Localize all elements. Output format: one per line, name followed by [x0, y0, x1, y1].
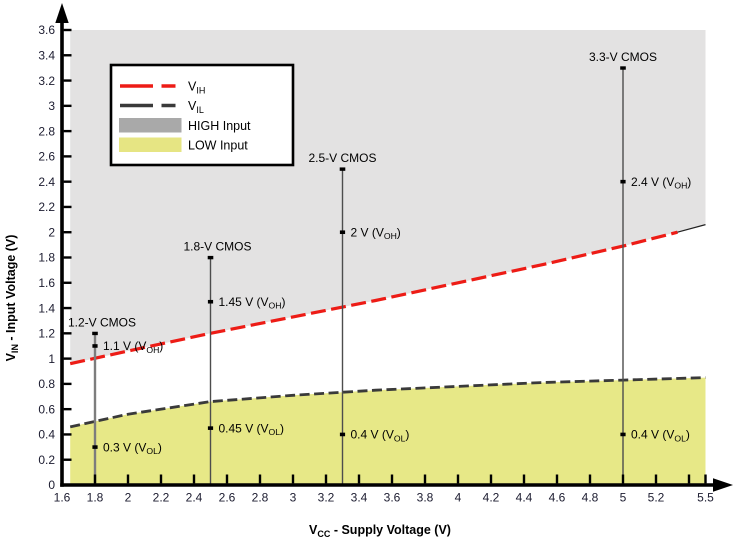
point-marker: [620, 432, 626, 437]
low-input-region: [70, 377, 706, 485]
cmos-annotation-1-2-v-cmos: 1.2-V CMOS 1.1 V (VOH) 0.3 V (VOL): [68, 315, 163, 485]
cmos-top-marker: [92, 331, 98, 336]
point-marker: [620, 179, 626, 184]
y-axis-title: VIN - Input Voltage (V): [4, 235, 20, 362]
x-tick-label: 1.6: [54, 491, 71, 505]
legend-item-label: HIGH Input: [188, 119, 251, 133]
point-value-label: 0.4 V (VOL): [351, 428, 410, 444]
x-tick-label: 4.6: [549, 491, 566, 505]
x-axis-title: VCC - Supply Voltage (V): [309, 523, 451, 539]
cmos-annotation-2-5-v-cmos: 2.5-V CMOS 2 V (VOH) 0.4 V (VOL): [308, 151, 409, 485]
y-tick-label: 2.4: [38, 175, 55, 189]
axes-layer: 1.6 1.8 2 2.2 2.4 2.6 2.8 3 3.2 3.4 3.6 3.8 4 4.2 4.4 4…: [38, 3, 733, 505]
cmos-top-marker: [339, 167, 346, 171]
x-tick-label: 3: [290, 491, 297, 505]
point-marker: [92, 445, 98, 449]
y-tick-label: 3.2: [38, 74, 55, 88]
x-tick-label: 5.5: [697, 491, 714, 505]
legend-rect-swatch: [119, 137, 182, 152]
x-tick-label: 2.6: [219, 491, 236, 505]
x-tick-label: 3.8: [417, 491, 434, 505]
y-tick-label: 2.2: [38, 200, 55, 214]
cmos-top-marker: [207, 255, 214, 260]
y-tick-label: 2: [48, 225, 55, 239]
y-tick-label: 3.4: [38, 48, 55, 62]
legend-frame: [109, 63, 295, 167]
point-marker: [339, 230, 346, 235]
x-axis-arrow-icon: [713, 478, 733, 492]
legend-rect-swatch: [119, 118, 182, 133]
x-tick-label: 2.2: [153, 491, 170, 505]
vih-curve: [69, 230, 678, 366]
x-tick-label: 4.4: [516, 491, 533, 505]
x-tick-label: 4: [455, 491, 462, 505]
point-value-label: 0.4 V (VOL): [631, 428, 690, 444]
y-tick-label: 2.6: [38, 150, 55, 164]
legend-item-label: VIL: [188, 99, 204, 115]
x-tick-label: 3.4: [351, 491, 368, 505]
y-tick-label: 1.8: [38, 251, 55, 265]
x-tick-label: 5.2: [648, 491, 665, 505]
point-value-label: 0.45 V (VOL): [219, 421, 285, 437]
y-tick-label: 0.8: [38, 377, 55, 391]
point-value-label: 0.3 V (VOL): [103, 440, 162, 456]
vil-curve: [69, 376, 706, 429]
cmos-label: 1.8-V CMOS: [183, 239, 251, 253]
x-tick-label: 2.4: [186, 491, 203, 505]
x-tick-label: 3.2: [318, 491, 335, 505]
cmos-label: 2.5-V CMOS: [308, 151, 376, 165]
point-marker: [207, 426, 214, 430]
y-tick-label: 3.6: [38, 23, 55, 37]
point-marker: [207, 299, 214, 304]
y-tick-label: 1.4: [38, 301, 55, 315]
legend: VIH VIL HIGH Input LOW Input: [109, 63, 295, 167]
point-marker: [92, 344, 98, 348]
y-tick-label: 0.4: [38, 428, 55, 442]
x-tick-label: 4.2: [483, 491, 500, 505]
y-tick-label: 0.6: [38, 402, 55, 416]
y-tick-label: 0: [48, 478, 55, 492]
point-value-label: 1.45 V (VOH): [219, 295, 286, 311]
cmos-top-marker: [620, 66, 626, 70]
point-value-label: 2 V (VOH): [351, 225, 401, 241]
y-tick-label: 2.8: [38, 124, 55, 138]
cmos-annotation-3-3-v-cmos: 3.3-V CMOS 2.4 V (VOH) 0.4 V (VOL): [589, 50, 691, 485]
x-tick-label: 1.8: [87, 491, 104, 505]
legend-item-label: LOW Input: [188, 139, 248, 153]
x-tick-label: 2.8: [252, 491, 269, 505]
y-tick-label: 3: [48, 99, 55, 113]
x-tick-label: 2: [125, 491, 132, 505]
cmos-annotation-1-8-v-cmos: 1.8-V CMOS 1.45 V (VOH) 0.45 V (VOL): [183, 239, 285, 485]
y-tick-label: 0.2: [38, 453, 55, 467]
y-tick-label: 1.6: [38, 276, 55, 290]
x-tick-label: 5: [620, 491, 627, 505]
cmos-label: 3.3-V CMOS: [589, 50, 657, 64]
y-tick-label: 1: [48, 352, 55, 366]
y-axis-arrow-icon: [55, 3, 69, 23]
point-marker: [339, 432, 346, 437]
y-tick-label: 1.2: [38, 327, 55, 341]
x-tick-label: 3.6: [384, 491, 401, 505]
cmos-label: 1.2-V CMOS: [68, 315, 136, 329]
point-value-label: 1.1 V (VOH): [103, 339, 163, 355]
legend-item-label: VIH: [188, 80, 205, 96]
x-tick-label: 4.8: [582, 491, 599, 505]
point-value-label: 2.4 V (VOH): [631, 175, 691, 191]
vih-boundary-end-segment: [677, 224, 706, 233]
